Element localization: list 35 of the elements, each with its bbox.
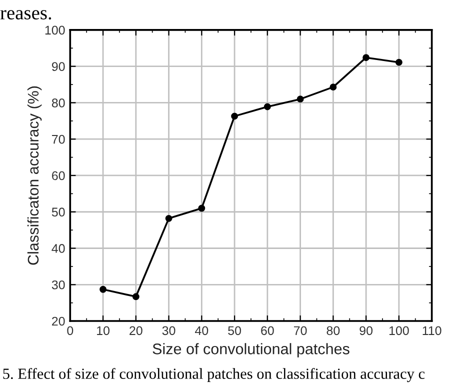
- y-tick-label: 60: [52, 171, 65, 180]
- point: [100, 286, 107, 293]
- y-tick-label: 40: [52, 244, 65, 253]
- x-tick-label: 90: [360, 326, 373, 336]
- x-tick-label: 60: [261, 326, 274, 336]
- point: [395, 58, 402, 66]
- y-tick-label: 30: [52, 280, 65, 290]
- x-axis-title: Size of convolutional patches: [152, 343, 350, 358]
- x-tick-label: 40: [195, 326, 208, 336]
- x-tick-label: 20: [130, 326, 142, 336]
- x-tick-label: 70: [294, 326, 307, 336]
- x-tick-label: 110: [422, 326, 442, 336]
- point: [362, 54, 370, 62]
- y-tick-label: 90: [52, 62, 65, 71]
- text: reases.: [0, 10, 52, 20]
- x-tick-label: 10: [97, 326, 110, 336]
- y-tick-label: 20: [52, 316, 65, 326]
- x-tick-label: 80: [326, 326, 340, 336]
- point: [165, 214, 172, 222]
- y-tick-label: 100: [45, 26, 65, 35]
- x-tick-label: 30: [162, 326, 176, 336]
- point: [264, 103, 271, 110]
- x-tick-label: 50: [228, 326, 242, 336]
- y-tick-label: 70: [52, 134, 65, 144]
- point: [296, 96, 304, 103]
- point: [231, 112, 238, 120]
- point: [132, 293, 140, 300]
- y-axis-title: Classificaton accuracy (%): [27, 86, 42, 265]
- y-tick-label: 80: [52, 98, 65, 108]
- x-tick-label: 0: [67, 326, 74, 336]
- x-tick-label: 100: [389, 326, 409, 336]
- text: 5. Effect of size of convolutional patches on classification accuracy c: [3, 368, 425, 382]
- point: [330, 84, 337, 91]
- point: [198, 204, 206, 212]
- y-tick-label: 50: [52, 208, 65, 217]
